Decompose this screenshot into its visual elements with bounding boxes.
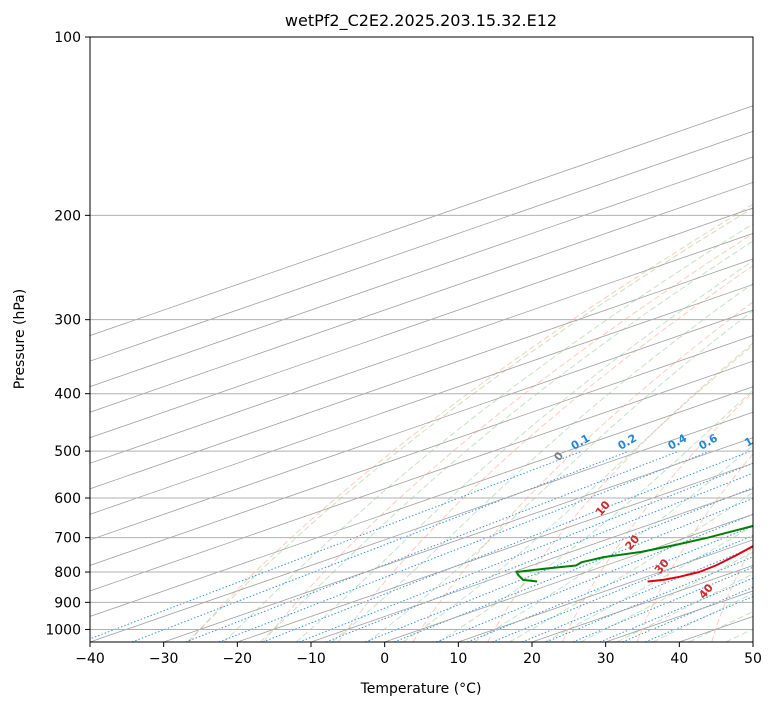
dry-adiabat-line (337, 265, 753, 642)
mixing-ratio-label: 1 (742, 435, 755, 450)
moist-adiabat-line (186, 207, 753, 642)
moist-adiabat-line (367, 310, 753, 642)
mixing-ratio-line (185, 450, 680, 642)
y-tick-label: 100 (54, 30, 81, 46)
isotherm-line (310, 488, 753, 642)
isotherm-line (90, 181, 753, 413)
chart-title: wetPf2_C2E2.2025.203.15.32.E12 (285, 11, 557, 31)
mixing-ratio-line (645, 596, 753, 642)
isotherm-line (458, 539, 753, 642)
moist-adiabat-line (259, 240, 753, 642)
dry-adiabat-line (561, 391, 753, 642)
x-tick-label: 50 (744, 651, 762, 667)
y-tick-label: 700 (54, 531, 81, 547)
y-tick-label: 1000 (45, 622, 81, 638)
moist-adiabat-line (402, 344, 753, 642)
mixing-ratio-line (436, 513, 753, 642)
isotherm-line (90, 207, 753, 439)
axis-layer: −40 −30 −20 −10 0 10 20 30 40 50 100 200 300 400 500 60… (45, 30, 762, 667)
isotherm-line (90, 386, 753, 617)
isotherm-line (90, 309, 753, 541)
y-tick-label: 600 (54, 491, 81, 507)
y-tick-label: 900 (54, 595, 81, 611)
y-axis-title: Pressure (hPa) (12, 289, 28, 389)
isotherm-line (90, 258, 753, 490)
isotherm-line (237, 462, 753, 642)
moist-adiabat-line (580, 551, 753, 642)
y-tick-label: 200 (54, 208, 81, 224)
moist-adiabat-line (438, 389, 753, 642)
x-axis-title: Temperature (°C) (360, 681, 482, 697)
y-tick-label: 800 (54, 565, 81, 581)
mixing-ratio-line (492, 535, 753, 642)
x-tick-label: −40 (75, 651, 105, 667)
x-tick-label: 0 (380, 651, 389, 667)
dry-adiabat-line (263, 232, 753, 642)
isotherm-line (163, 437, 753, 642)
isotherm-line (384, 513, 753, 642)
mixing-ratio-line (467, 525, 753, 642)
x-tick-label: −30 (149, 651, 179, 667)
isotherm-line (90, 105, 753, 337)
plot-series-layer (515, 524, 753, 583)
mixing-ratio-line (131, 450, 630, 642)
y-tick-label: 500 (54, 444, 81, 460)
y-tick-label: 300 (54, 313, 81, 329)
plot-frame (89, 36, 754, 643)
dry-adiabat-line (487, 342, 753, 642)
x-tick-label: 40 (670, 651, 688, 667)
isotherm-line (90, 411, 753, 642)
mixing-ratio-line (90, 450, 583, 640)
isotherm-line (90, 284, 753, 515)
mixing-ratio-line (325, 472, 753, 642)
isotherm-line (90, 335, 753, 566)
x-tick-label: −20 (223, 651, 253, 667)
moist-adiabat-line (509, 491, 753, 642)
mixing-ratio-line (299, 462, 753, 642)
x-tick-label: 10 (449, 651, 467, 667)
x-tick-label: −10 (296, 651, 326, 667)
mixing-ratio-line (218, 450, 711, 642)
x-tick-label: 20 (523, 651, 541, 667)
mixing-ratio-line (394, 497, 753, 642)
moist-adiabat-line (331, 282, 753, 642)
dewpoint-profile-line (515, 524, 753, 583)
isotherm-line (90, 156, 753, 388)
y-tick-label: 400 (54, 387, 81, 403)
isotherm-line (90, 360, 753, 592)
isotherm-line (90, 130, 753, 362)
x-tick-label: 30 (597, 651, 615, 667)
isotherm-line (90, 233, 753, 464)
